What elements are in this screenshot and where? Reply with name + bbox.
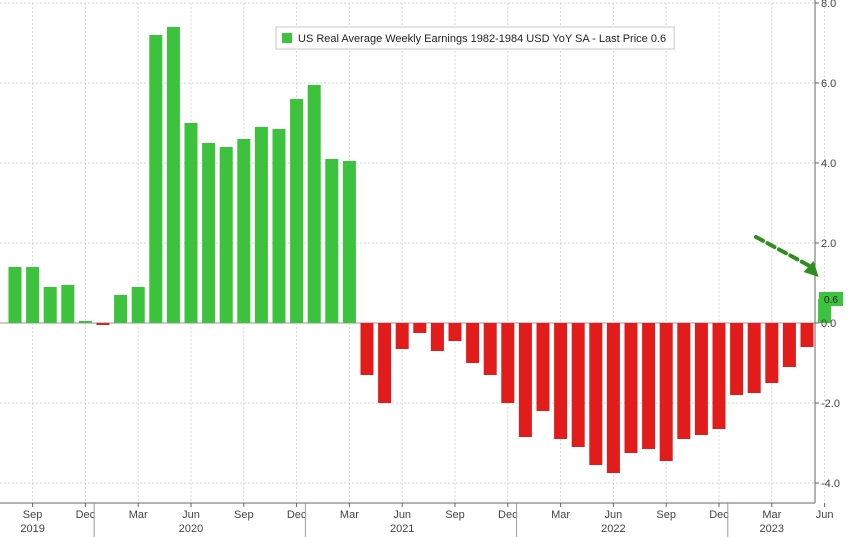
bar xyxy=(501,323,515,403)
bar xyxy=(747,323,761,393)
y-tick-label: -4.0 xyxy=(821,478,840,490)
arrow-shaft xyxy=(754,235,814,269)
x-tick-label: Mar xyxy=(340,509,359,521)
x-tick-label: Jun xyxy=(605,509,623,521)
bar xyxy=(413,323,427,333)
x-tick-label: Dec xyxy=(498,509,518,521)
x-tick-label: Jun xyxy=(182,509,200,521)
y-tick-label: -2.0 xyxy=(821,398,840,410)
y-tick-label: 0.0 xyxy=(821,318,836,330)
x-year-label: 2021 xyxy=(390,523,414,535)
bar xyxy=(202,143,216,323)
y-tick-label: 2.0 xyxy=(821,238,836,250)
legend-swatch xyxy=(282,33,292,43)
bar xyxy=(659,323,673,461)
x-year-label: 2022 xyxy=(601,523,625,535)
y-tick-label: 6.0 xyxy=(821,78,836,90)
bar xyxy=(694,323,708,435)
bar xyxy=(96,323,110,325)
bar xyxy=(149,35,163,323)
last-price-tag xyxy=(819,292,843,306)
x-tick-label: Mar xyxy=(129,509,148,521)
bar xyxy=(606,323,620,473)
bar xyxy=(642,323,656,449)
x-tick-label: Sep xyxy=(23,509,43,521)
x-year-label: 2020 xyxy=(179,523,203,535)
x-tick-label: Sep xyxy=(656,509,676,521)
bar xyxy=(342,161,356,323)
bar xyxy=(448,323,462,341)
bar xyxy=(712,323,726,429)
bar xyxy=(254,127,268,323)
bar xyxy=(219,147,233,323)
bar xyxy=(184,123,198,323)
bar xyxy=(8,267,22,323)
bar xyxy=(290,99,304,323)
bar xyxy=(518,323,532,437)
bar xyxy=(571,323,585,447)
x-tick-label: Dec xyxy=(76,509,96,521)
bar xyxy=(237,139,251,323)
bar xyxy=(466,323,480,363)
x-tick-label: Dec xyxy=(709,509,729,521)
bar xyxy=(554,323,568,439)
annotations: 0.6 xyxy=(754,235,843,306)
bar xyxy=(624,323,638,453)
bar xyxy=(26,267,40,323)
bar xyxy=(272,129,286,323)
bar xyxy=(483,323,497,375)
bar xyxy=(765,323,779,383)
bar xyxy=(307,85,321,323)
bar xyxy=(589,323,603,465)
bar xyxy=(730,323,744,395)
bar xyxy=(325,159,339,323)
bar xyxy=(536,323,550,411)
bar xyxy=(782,323,796,367)
bar xyxy=(131,287,145,323)
bar xyxy=(378,323,392,403)
bar xyxy=(78,321,92,323)
bar xyxy=(61,285,75,323)
x-year-label: 2023 xyxy=(760,523,784,535)
x-tick-label: Mar xyxy=(551,509,570,521)
bar xyxy=(395,323,409,349)
x-tick-label: Dec xyxy=(287,509,307,521)
bar xyxy=(43,287,57,323)
x-axis: Sep Dec Mar Jun Sep Dec Mar Jun Sep Dec Mar Jun Sep D… xyxy=(0,502,834,537)
bar xyxy=(800,323,814,347)
bars xyxy=(8,27,832,473)
x-tick-label: Sep xyxy=(445,509,465,521)
bar xyxy=(166,27,180,323)
y-tick-label: 4.0 xyxy=(821,158,836,170)
x-tick-label: Jun xyxy=(393,509,411,521)
bar xyxy=(430,323,444,351)
y-tick-label: 8.0 xyxy=(821,0,836,10)
last-price-label: 0.6 xyxy=(824,295,838,306)
legend-box xyxy=(275,26,675,50)
arrow-head xyxy=(803,261,819,277)
legend: US Real Average Weekly Earnings 1982-198… xyxy=(275,26,675,50)
bar xyxy=(677,323,691,439)
y-axis: -4.0 -2.0 0.0 2.0 4.0 6.0 8.0 xyxy=(814,0,840,503)
bar xyxy=(360,323,374,375)
legend-label: US Real Average Weekly Earnings 1982-198… xyxy=(298,33,666,45)
x-tick-label: Mar xyxy=(762,509,781,521)
x-year-label: 2019 xyxy=(20,523,44,535)
bar xyxy=(114,295,128,323)
x-tick-label: Sep xyxy=(234,509,254,521)
x-tick-label: Jun xyxy=(816,509,834,521)
